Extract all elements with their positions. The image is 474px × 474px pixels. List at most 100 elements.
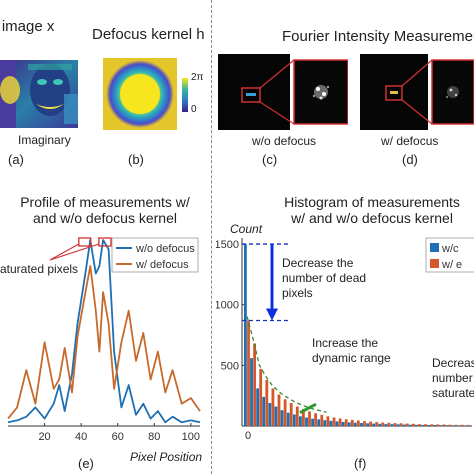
histogram-bar	[466, 424, 470, 426]
histogram-chart: 500 1000 1500 0 w/c w/ e	[215, 230, 474, 445]
histogram-bar	[366, 423, 369, 426]
histogram-bar	[405, 423, 409, 426]
histogram-bar	[381, 422, 385, 426]
histogram-bar	[350, 419, 354, 426]
histogram-bar	[335, 421, 339, 426]
histogram-bar	[402, 424, 406, 426]
histogram-bar	[274, 406, 278, 426]
histogram-bar	[347, 422, 351, 426]
saturation-arrow	[49, 243, 80, 261]
profile-chart: 20 40 60 80 100 w/o defocus w/ defocus	[0, 226, 208, 451]
histogram-bar	[357, 420, 360, 426]
histogram-bar	[317, 419, 321, 426]
histogram-bar	[375, 422, 379, 426]
histogram-bar	[259, 369, 263, 426]
histogram-bar	[442, 424, 446, 426]
profile-xlabel: Pixel Position	[130, 450, 203, 464]
histogram-bar	[329, 420, 333, 426]
panel-a-letter: (a)	[8, 152, 24, 167]
panel-d-caption: w/ defocus	[381, 134, 439, 148]
histogram-bar	[454, 424, 458, 426]
histogram-bar	[418, 424, 421, 426]
histogram-bar	[421, 424, 424, 426]
histogram-bar	[305, 417, 308, 426]
histogram-bar	[320, 414, 324, 426]
saturation-box	[78, 237, 92, 247]
colorbar	[182, 78, 188, 112]
annotation-dead-pixels: Decrease the number of dead pixels	[282, 256, 367, 300]
histogram-bar	[292, 414, 296, 426]
histogram-legend-label: w/ e	[441, 259, 462, 271]
histogram-bar	[415, 424, 418, 426]
histogram-bar	[268, 403, 272, 426]
histogram-bar	[387, 422, 391, 426]
profile-x-tick-label: 80	[148, 431, 160, 443]
histogram-bar	[433, 425, 437, 426]
histogram-bar	[439, 425, 443, 426]
histogram-bar	[372, 423, 376, 426]
histogram-bar	[283, 399, 287, 426]
histogram-bar	[408, 424, 412, 426]
histogram-bar	[262, 396, 266, 426]
histogram-bar	[289, 403, 293, 426]
fourier-title: Fourier Intensity Measurement	[282, 28, 474, 45]
histogram-bar	[427, 425, 430, 426]
histogram-bar	[344, 419, 348, 426]
histogram-legend: w/c w/ e	[425, 237, 474, 273]
decrease-arrow-head	[266, 308, 278, 321]
panel-b-letter: (b)	[128, 152, 144, 167]
histogram-bar	[244, 244, 247, 426]
panel-e-title: Profile of measurements w/ and w/o defoc…	[20, 194, 190, 226]
profile-x-tick-label: 20	[38, 431, 50, 443]
histogram-bar	[265, 379, 269, 426]
histogram-bar	[430, 424, 434, 426]
histogram-bar	[399, 423, 403, 426]
panel-a-title: al image x	[0, 18, 55, 35]
histogram-bar	[341, 421, 345, 426]
colorbar-top-label: 2π	[191, 72, 204, 83]
histogram-bar	[463, 425, 467, 426]
histogram-bar	[286, 412, 290, 426]
histogram-bar	[280, 410, 284, 426]
histogram-bar	[393, 423, 397, 426]
saturated-pixels-annotation: aturated pixels	[0, 262, 79, 276]
original-image-imaginary	[0, 60, 78, 128]
histogram-bar	[271, 388, 275, 426]
fourier-image-without-defocus	[218, 54, 349, 135]
profile-series-line	[7, 239, 201, 424]
histogram-bar	[384, 424, 388, 426]
annotation-saturated: Decreas number saturate	[432, 356, 474, 400]
histogram-bar	[396, 424, 400, 426]
profile-x-tick-label: 60	[112, 431, 124, 443]
histogram-bar	[247, 320, 250, 426]
histogram-bar	[360, 423, 363, 426]
histogram-bar	[436, 424, 440, 426]
histogram-bar	[412, 423, 415, 426]
dynamic-range-trend	[246, 316, 327, 413]
vertical-divider	[211, 0, 212, 474]
histogram-bar	[353, 422, 357, 426]
histogram-bar	[323, 420, 327, 426]
histogram-legend-label: w/c	[441, 243, 459, 255]
profile-x-tick-label: 40	[75, 431, 87, 443]
panel-b-title: Defocus kernel h	[92, 26, 205, 43]
saturation-box	[98, 237, 112, 247]
fourier-image-with-defocus	[360, 54, 474, 135]
histogram-bar	[460, 424, 464, 426]
histogram-legend-swatch	[430, 243, 439, 252]
histogram-bar	[277, 394, 281, 426]
panel-f-letter: (f)	[354, 456, 367, 471]
histogram-bar	[378, 423, 382, 426]
histogram-bar	[369, 421, 372, 426]
panel-f-title: Histogram of measurements w/ and w/o def…	[284, 194, 460, 226]
defocus-kernel-image	[103, 58, 177, 135]
profile-legend-box	[111, 237, 199, 273]
histogram-bar	[250, 358, 253, 426]
profile-legend-label: w/o defocus	[135, 243, 195, 255]
annotation-dynamic-range: Increase the dynamic range	[312, 336, 391, 365]
profile-series-line	[7, 265, 201, 420]
histogram-bar	[253, 343, 256, 426]
panel-a-caption: Imaginary	[18, 133, 71, 147]
histogram-bar	[448, 424, 452, 426]
histogram-bar	[314, 413, 317, 426]
